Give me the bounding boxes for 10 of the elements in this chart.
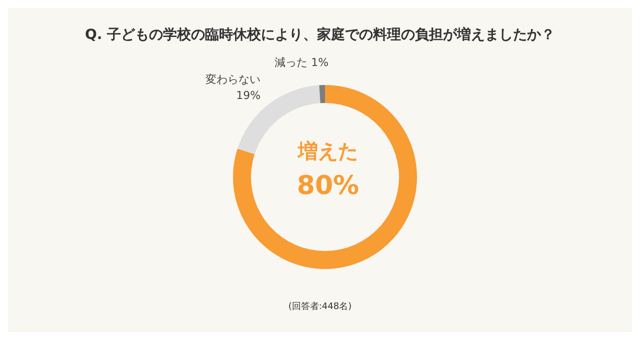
data-label: 80%	[296, 171, 360, 201]
data-label: 19%	[236, 89, 261, 102]
slice-label: 変わらない	[206, 73, 261, 86]
donut-slice	[233, 85, 417, 269]
slice-label: 増えた	[297, 139, 358, 163]
donut-slice	[319, 85, 325, 104]
slice-label: 減った	[274, 56, 308, 70]
chart-title: Q. 子どもの学校の臨時休校により、家庭での料理の負担が増えましたか？	[84, 26, 556, 44]
data-label: 1%	[311, 56, 329, 70]
text: (回答者:448名)	[287, 300, 353, 313]
